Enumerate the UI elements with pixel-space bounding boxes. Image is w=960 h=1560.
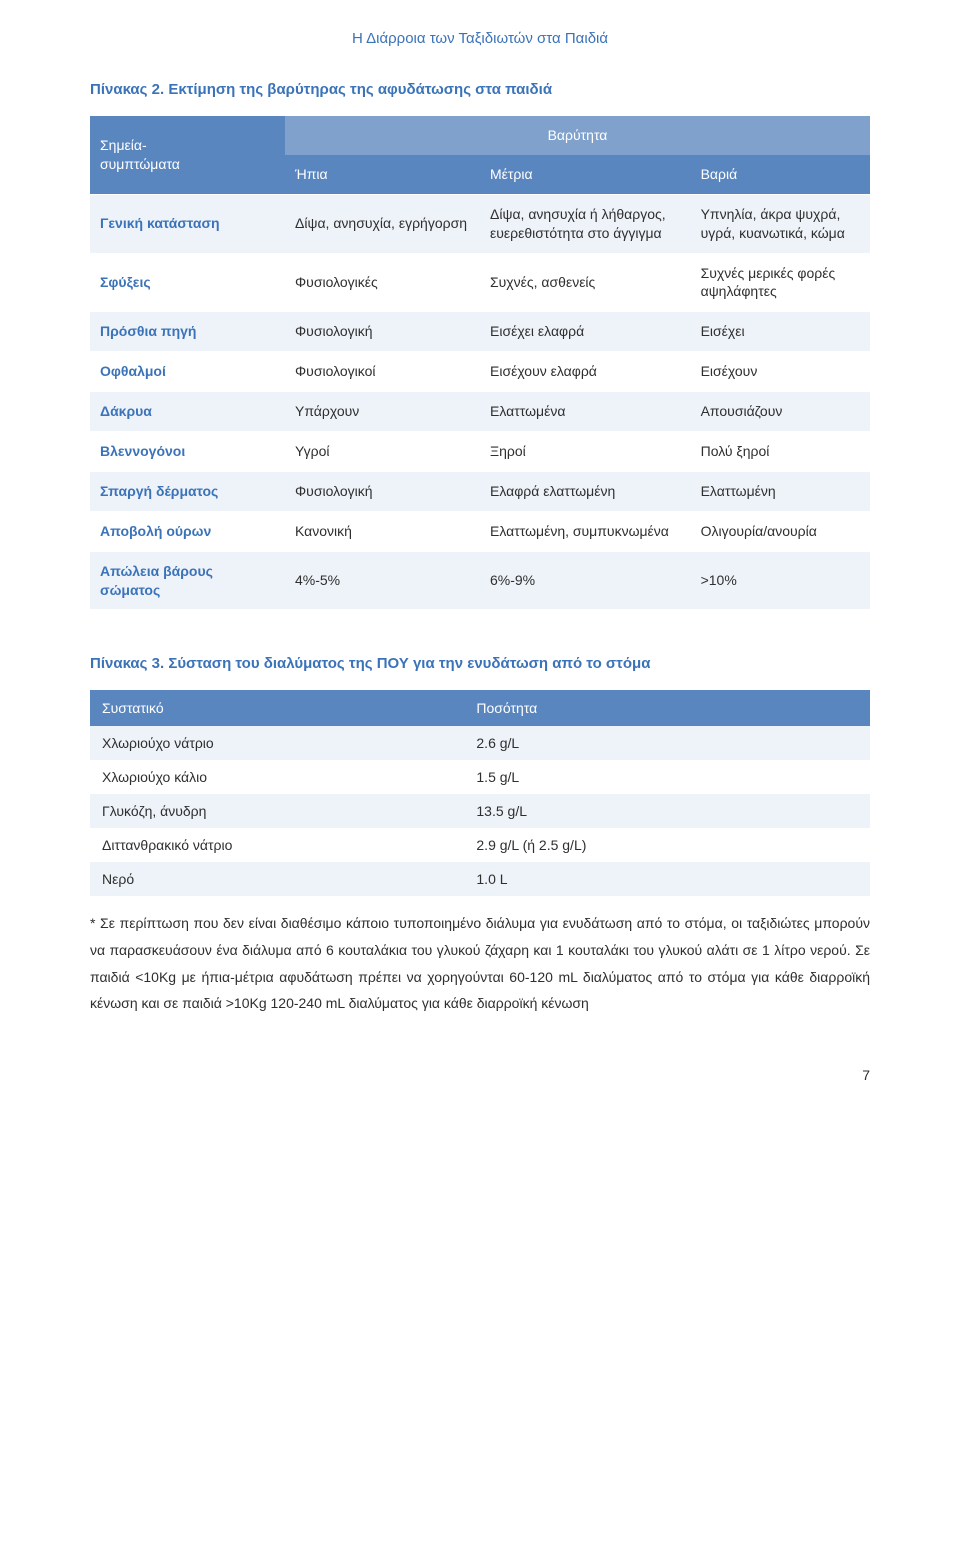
table2: Σημεία- συμπτώματα Βαρύτητα Ήπια Μέτρια …: [90, 116, 870, 609]
table-row: Δάκρυα Υπάρχουν Ελαττωμένα Απουσιάζουν: [90, 392, 870, 432]
row-label: Οφθαλμοί: [90, 352, 285, 392]
cell: 6%-9%: [480, 551, 691, 609]
table-row: Νερό 1.0 L: [90, 862, 870, 896]
table-row: Αποβολή ούρων Κανονική Ελαττωμένη, συμπυ…: [90, 511, 870, 551]
table2-severity-title: Βαρύτητα: [285, 116, 870, 155]
table2-col-severe: Βαριά: [691, 155, 870, 194]
cell: Φυσιολογικοί: [285, 352, 480, 392]
quantity: 2.6 g/L: [464, 726, 870, 760]
cell: Δίψα, ανησυχία ή λήθαργος, ευερεθιστότητ…: [480, 194, 691, 253]
page-number: 7: [90, 1067, 870, 1083]
cell: Υγροί: [285, 432, 480, 472]
table2-caption: Πίνακας 2. Εκτίμηση της βαρύτηρας της αφ…: [90, 81, 870, 98]
row-label: Αποβολή ούρων: [90, 511, 285, 551]
cell: Εισέχει: [691, 312, 870, 352]
table2-caption-label: Πίνακας 2.: [90, 81, 164, 98]
table3-body: Χλωριούχο νάτριο 2.6 g/L Χλωριούχο κάλιο…: [90, 726, 870, 896]
running-title: Η Διάρροια των Ταξιδιωτών στα Παιδιά: [90, 30, 870, 47]
cell: Ολιγουρία/ανουρία: [691, 511, 870, 551]
table3-caption-text: Σύσταση του διαλύματος της ΠΟΥ για την ε…: [168, 655, 650, 672]
table3: Συστατικό Ποσότητα Χλωριούχο νάτριο 2.6 …: [90, 690, 870, 896]
quantity: 2.9 g/L (ή 2.5 g/L): [464, 828, 870, 862]
cell: Ελαφρά ελαττωμένη: [480, 471, 691, 511]
ingredient: Χλωριούχο κάλιο: [90, 760, 464, 794]
table-row: Χλωριούχο νάτριο 2.6 g/L: [90, 726, 870, 760]
cell: Συχνές, ασθενείς: [480, 253, 691, 312]
cell: Συχνές μερικές φορές αψηλάφητες: [691, 253, 870, 312]
quantity: 13.5 g/L: [464, 794, 870, 828]
table-row: Πρόσθια πηγή Φυσιολογική Εισέχει ελαφρά …: [90, 312, 870, 352]
quantity: 1.5 g/L: [464, 760, 870, 794]
row-label: Δάκρυα: [90, 392, 285, 432]
table2-stub-header: Σημεία- συμπτώματα: [90, 116, 285, 194]
table-row: Γλυκόζη, άνυδρη 13.5 g/L: [90, 794, 870, 828]
cell: Υπάρχουν: [285, 392, 480, 432]
row-label: Βλεννογόνοι: [90, 432, 285, 472]
cell: Απουσιάζουν: [691, 392, 870, 432]
ingredient: Γλυκόζη, άνυδρη: [90, 794, 464, 828]
cell: Ελαττωμένα: [480, 392, 691, 432]
cell: Εισέχει ελαφρά: [480, 312, 691, 352]
table3-col-quantity: Ποσότητα: [464, 690, 870, 726]
cell: Φυσιολογικές: [285, 253, 480, 312]
table2-caption-text: Εκτίμηση της βαρύτηρας της αφυδάτωσης στ…: [168, 81, 552, 98]
quantity: 1.0 L: [464, 862, 870, 896]
table3-caption-label: Πίνακας 3.: [90, 655, 164, 672]
row-label: Σφύξεις: [90, 253, 285, 312]
cell: Εισέχουν ελαφρά: [480, 352, 691, 392]
cell: Ελαττωμένη, συμπυκνωμένα: [480, 511, 691, 551]
page: Η Διάρροια των Ταξιδιωτών στα Παιδιά Πίν…: [0, 0, 960, 1133]
ingredient: Διττανθρακικό νάτριο: [90, 828, 464, 862]
cell: Δίψα, ανησυχία, εγρήγορση: [285, 194, 480, 253]
cell: Υπνηλία, άκρα ψυχρά, υγρά, κυανωτικά, κώ…: [691, 194, 870, 253]
table3-footnote: * Σε περίπτωση που δεν είναι διαθέσιμο κ…: [90, 910, 870, 1016]
table-row: Σφύξεις Φυσιολογικές Συχνές, ασθενείς Συ…: [90, 253, 870, 312]
row-label: Γενική κατάσταση: [90, 194, 285, 253]
cell: >10%: [691, 551, 870, 609]
table-row: Διττανθρακικό νάτριο 2.9 g/L (ή 2.5 g/L): [90, 828, 870, 862]
cell: Φυσιολογική: [285, 471, 480, 511]
cell: Ξηροί: [480, 432, 691, 472]
cell: Φυσιολογική: [285, 312, 480, 352]
row-label: Σπαργή δέρματος: [90, 471, 285, 511]
cell: Εισέχουν: [691, 352, 870, 392]
table-row: Χλωριούχο κάλιο 1.5 g/L: [90, 760, 870, 794]
table-row: Βλεννογόνοι Υγροί Ξηροί Πολύ ξηροί: [90, 432, 870, 472]
table2-col-moderate: Μέτρια: [480, 155, 691, 194]
cell: 4%-5%: [285, 551, 480, 609]
cell: Κανονική: [285, 511, 480, 551]
cell: Πολύ ξηροί: [691, 432, 870, 472]
table3-col-ingredient: Συστατικό: [90, 690, 464, 726]
row-label: Πρόσθια πηγή: [90, 312, 285, 352]
row-label: Απώλεια βάρους σώματος: [90, 551, 285, 609]
table2-body: Γενική κατάσταση Δίψα, ανησυχία, εγρήγορ…: [90, 194, 870, 609]
table-row: Σπαργή δέρματος Φυσιολογική Ελαφρά ελαττ…: [90, 471, 870, 511]
ingredient: Χλωριούχο νάτριο: [90, 726, 464, 760]
ingredient: Νερό: [90, 862, 464, 896]
table3-caption: Πίνακας 3. Σύσταση του διαλύματος της ΠΟ…: [90, 655, 870, 672]
table-row: Γενική κατάσταση Δίψα, ανησυχία, εγρήγορ…: [90, 194, 870, 253]
table-row: Απώλεια βάρους σώματος 4%-5% 6%-9% >10%: [90, 551, 870, 609]
table-row: Οφθαλμοί Φυσιολογικοί Εισέχουν ελαφρά Ει…: [90, 352, 870, 392]
table2-col-mild: Ήπια: [285, 155, 480, 194]
cell: Ελαττωμένη: [691, 471, 870, 511]
